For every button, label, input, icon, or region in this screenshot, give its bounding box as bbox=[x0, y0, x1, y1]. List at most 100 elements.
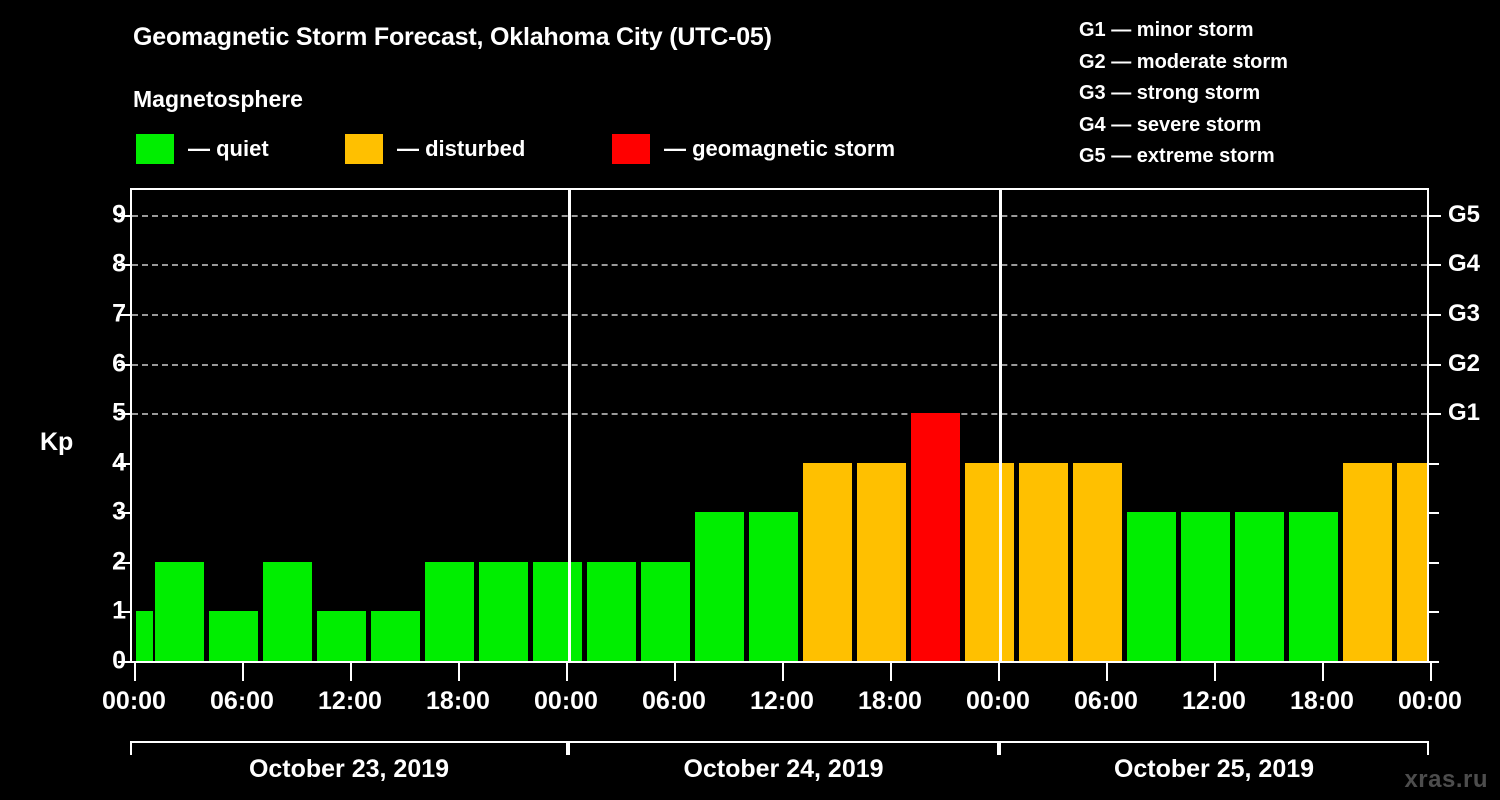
legend-swatch-disturbed-icon bbox=[345, 134, 383, 164]
g-tick-mark-G1 bbox=[1429, 413, 1441, 416]
x-tick-label-7: 18:00 bbox=[858, 687, 922, 715]
gridline-kp-5 bbox=[132, 413, 1427, 416]
bar bbox=[911, 413, 960, 661]
y-tick-mark-9 bbox=[118, 214, 130, 217]
y-tick-label-6: 6 bbox=[112, 349, 126, 378]
y-tick-label-4: 4 bbox=[112, 448, 126, 477]
y-tick-mark-0 bbox=[118, 661, 130, 663]
watermark: xras.ru bbox=[1404, 766, 1488, 793]
y-axis-title: Kp bbox=[40, 428, 74, 456]
x-tick-mark-8 bbox=[998, 663, 1000, 681]
g-tick-label-G5: G5 bbox=[1448, 200, 1481, 228]
x-tick-mark-10 bbox=[1214, 663, 1216, 681]
bar bbox=[371, 611, 420, 661]
x-tick-mark-4 bbox=[566, 663, 568, 681]
x-tick-mark-9 bbox=[1106, 663, 1108, 681]
day-bracket-1 bbox=[130, 741, 568, 755]
g-tick-label-G3: G3 bbox=[1448, 299, 1481, 327]
storm-scale-item-3: G3 — strong storm bbox=[1079, 82, 1261, 105]
y-tick-mark-5 bbox=[118, 413, 130, 416]
right-tick-mark-2 bbox=[1429, 561, 1439, 564]
legend-item-storm: — geomagnetic storm bbox=[612, 134, 895, 164]
g-tick-label-G1: G1 bbox=[1448, 399, 1481, 427]
bar bbox=[209, 611, 258, 661]
y-tick-label-3: 3 bbox=[112, 497, 126, 526]
y-tick-mark-8 bbox=[118, 264, 130, 267]
x-tick-label-4: 00:00 bbox=[534, 687, 598, 715]
bar bbox=[695, 512, 744, 661]
bar bbox=[533, 561, 582, 661]
bar bbox=[749, 512, 798, 661]
g-tick-mark-G5 bbox=[1429, 214, 1441, 217]
bar bbox=[587, 561, 636, 661]
storm-scale-item-5: G5 — extreme storm bbox=[1079, 145, 1275, 168]
plot-frame bbox=[130, 188, 1429, 663]
x-tick-label-12: 00:00 bbox=[1398, 687, 1462, 715]
x-tick-label-10: 12:00 bbox=[1182, 687, 1246, 715]
day-bracket-2 bbox=[568, 741, 999, 755]
x-tick-label-11: 18:00 bbox=[1290, 687, 1354, 715]
x-tick-mark-5 bbox=[674, 663, 676, 681]
x-tick-mark-1 bbox=[242, 663, 244, 681]
x-tick-mark-11 bbox=[1322, 663, 1324, 681]
bar bbox=[136, 611, 153, 661]
bar bbox=[1343, 462, 1392, 661]
plot-area bbox=[132, 190, 1427, 661]
storm-scale-item-4: G4 — severe storm bbox=[1079, 113, 1262, 136]
day-bracket-3 bbox=[999, 741, 1429, 755]
bar bbox=[641, 561, 690, 661]
day-label-1: October 23, 2019 bbox=[248, 755, 450, 783]
bar bbox=[1073, 462, 1122, 661]
bar bbox=[317, 611, 366, 661]
x-tick-label-3: 18:00 bbox=[426, 687, 490, 715]
legend-swatch-quiet-icon bbox=[136, 134, 174, 164]
x-tick-label-8: 00:00 bbox=[966, 687, 1030, 715]
chart-subtitle: Magnetosphere bbox=[133, 86, 303, 112]
bar bbox=[425, 561, 474, 661]
y-tick-mark-6 bbox=[118, 363, 130, 366]
bar bbox=[965, 462, 1014, 661]
g-tick-label-G4: G4 bbox=[1448, 250, 1481, 278]
right-tick-mark-4 bbox=[1429, 462, 1439, 465]
day-label-2: October 24, 2019 bbox=[683, 755, 884, 783]
y-tick-label-9: 9 bbox=[112, 200, 126, 229]
bar bbox=[1289, 512, 1338, 661]
bar bbox=[155, 561, 204, 661]
legend-label-quiet: — quiet bbox=[188, 136, 269, 161]
page-title: Geomagnetic Storm Forecast, Oklahoma Cit… bbox=[133, 23, 772, 51]
gridline-kp-7 bbox=[132, 313, 1427, 316]
g-tick-label-G2: G2 bbox=[1448, 349, 1481, 377]
storm-scale-item-1: G1 — minor storm bbox=[1079, 19, 1254, 41]
x-tick-label-1: 06:00 bbox=[210, 687, 274, 715]
legend-item-quiet: — quiet bbox=[136, 134, 269, 164]
y-tick-mark-2 bbox=[118, 561, 130, 564]
bar bbox=[857, 462, 906, 661]
right-tick-mark-0 bbox=[1429, 661, 1439, 663]
bar bbox=[803, 462, 852, 661]
x-tick-label-5: 06:00 bbox=[642, 687, 706, 715]
legend-label-disturbed: — disturbed bbox=[397, 136, 526, 161]
bar bbox=[1235, 512, 1284, 661]
bar bbox=[1019, 462, 1068, 661]
right-tick-mark-1 bbox=[1429, 611, 1439, 614]
y-tick-label-5: 5 bbox=[112, 398, 126, 427]
storm-scale-legend: G1 — minor storm G2 — moderate storm G3 — … bbox=[1079, 15, 1288, 173]
gridline-kp-6 bbox=[132, 363, 1427, 366]
legend-item-disturbed: — disturbed bbox=[345, 134, 525, 164]
y-tick-mark-3 bbox=[118, 512, 130, 515]
gridline-kp-9 bbox=[132, 214, 1427, 217]
x-tick-mark-7 bbox=[890, 663, 892, 681]
storm-scale-item-2: G2 — moderate storm bbox=[1079, 50, 1288, 73]
y-tick-label-1: 1 bbox=[112, 596, 126, 625]
gridline-kp-8 bbox=[132, 264, 1427, 267]
bar bbox=[1397, 462, 1427, 661]
x-tick-label-2: 12:00 bbox=[318, 687, 382, 715]
legend-swatch-storm-icon bbox=[612, 134, 650, 164]
x-tick-label-6: 12:00 bbox=[750, 687, 814, 715]
y-tick-label-2: 2 bbox=[112, 547, 126, 576]
x-tick-mark-12 bbox=[1430, 663, 1432, 681]
legend-label-storm: — geomagnetic storm bbox=[664, 136, 896, 161]
right-tick-mark-3 bbox=[1429, 512, 1439, 515]
g-tick-mark-G4 bbox=[1429, 264, 1441, 267]
